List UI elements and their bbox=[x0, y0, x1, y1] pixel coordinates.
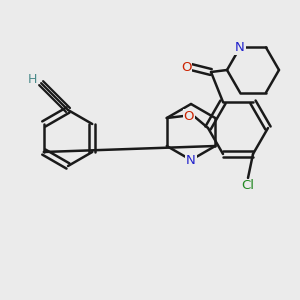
Text: H: H bbox=[27, 73, 37, 85]
Text: O: O bbox=[184, 110, 194, 122]
Text: Cl: Cl bbox=[242, 179, 254, 193]
Text: O: O bbox=[181, 61, 191, 74]
Text: N: N bbox=[235, 41, 245, 54]
Text: N: N bbox=[186, 154, 196, 166]
